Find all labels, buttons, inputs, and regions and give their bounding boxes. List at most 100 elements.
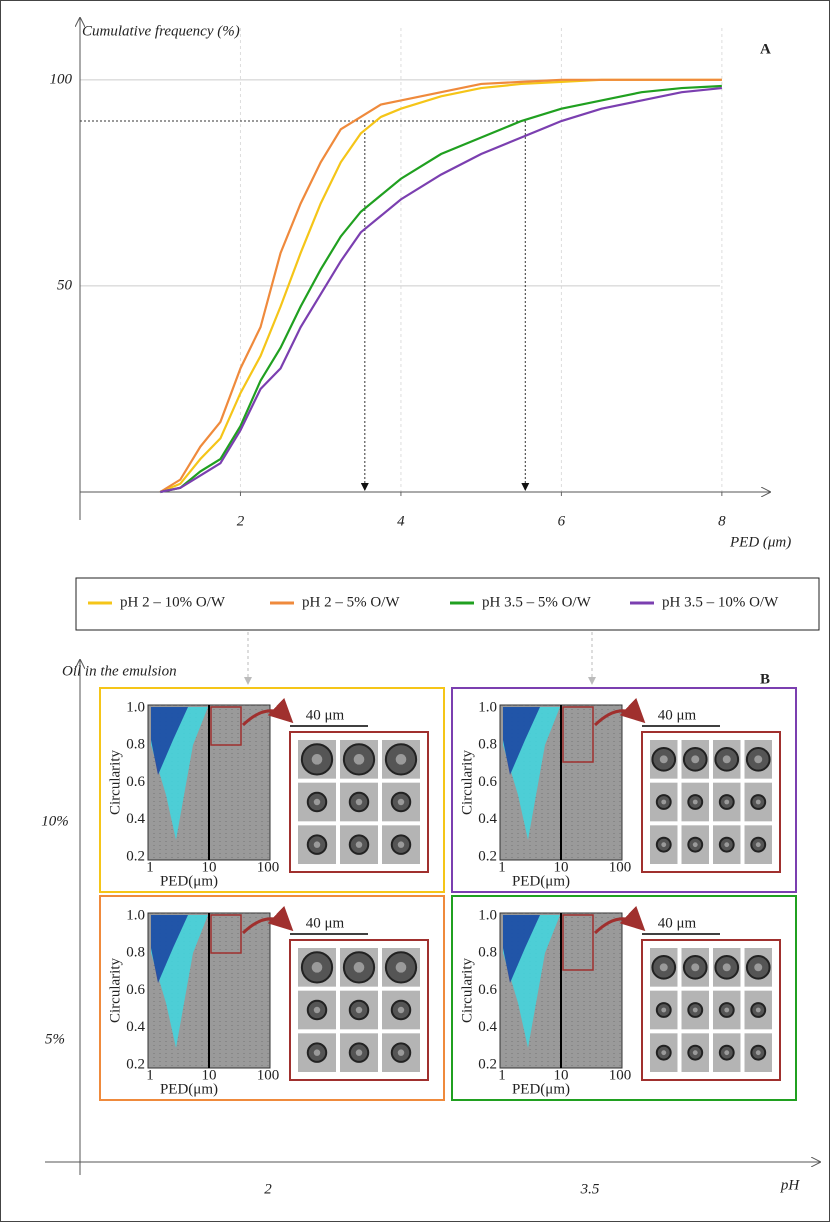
inset-x-tick-label: 1 bbox=[498, 1067, 506, 1083]
inset-scatter bbox=[151, 915, 188, 983]
inset-y-tick-label: 0.2 bbox=[478, 1056, 497, 1072]
row-label: 5% bbox=[45, 1031, 65, 1047]
column-label: 3.5 bbox=[580, 1181, 600, 1197]
legend-label: pH 2 – 5% O/W bbox=[302, 594, 400, 610]
droplet-core bbox=[722, 963, 731, 972]
droplet-core bbox=[692, 799, 698, 805]
droplet-core bbox=[353, 962, 365, 973]
inset-x-title: PED(μm) bbox=[512, 873, 570, 889]
x-tick-label: 2 bbox=[237, 513, 245, 529]
series-line bbox=[160, 86, 722, 494]
inset-y-tick-label: 0.2 bbox=[126, 848, 145, 864]
inset-x-tick-label: 10 bbox=[202, 859, 217, 875]
x-axis-title: PED (μm) bbox=[729, 534, 791, 550]
inset-x-tick-label: 10 bbox=[202, 1067, 217, 1083]
legend-label: pH 3.5 – 5% O/W bbox=[482, 594, 592, 610]
y-tick-label: 100 bbox=[50, 71, 73, 87]
inset-y-tick-label: 0.4 bbox=[126, 1019, 145, 1035]
inset-y-tick-label: 0.2 bbox=[126, 1056, 145, 1072]
inset-y-tick-label: 1.0 bbox=[478, 699, 497, 715]
inset-x-tick-label: 10 bbox=[554, 859, 569, 875]
inset-y-title: Circularity bbox=[107, 958, 123, 1023]
callout-arrow bbox=[593, 697, 646, 727]
inset-y-tick-label: 0.4 bbox=[126, 811, 145, 827]
panel-label: A bbox=[760, 41, 771, 57]
inset-highlight bbox=[562, 914, 594, 971]
inset-y-tick-label: 0.4 bbox=[478, 1019, 497, 1035]
inset-y-title: Circularity bbox=[459, 958, 475, 1023]
inset-x-tick-label: 10 bbox=[554, 1067, 569, 1083]
inset-y-title: Circularity bbox=[107, 750, 123, 815]
droplet-core bbox=[724, 799, 730, 805]
droplet-core bbox=[395, 754, 407, 765]
droplet-core bbox=[397, 1049, 405, 1056]
droplet-core bbox=[755, 1007, 761, 1013]
droplet-core bbox=[692, 1007, 698, 1013]
y-tick-label: 50 bbox=[57, 277, 73, 293]
panel: 1.0 0.8 0.6 0.4 0.21 10 100 Circularity PED(μm) 4… bbox=[99, 687, 445, 893]
x-tick-label: 4 bbox=[397, 513, 405, 529]
b-y-axis-title: Oil in the emulsion bbox=[62, 663, 177, 679]
callout-arrow bbox=[241, 697, 294, 727]
inset-x-tick-label: 1 bbox=[146, 859, 154, 875]
inset-x-tick-label: 100 bbox=[257, 1067, 280, 1083]
legend-label: pH 2 – 10% O/W bbox=[120, 594, 226, 610]
inset-y-tick-label: 0.6 bbox=[126, 982, 145, 998]
droplet-core bbox=[397, 1006, 405, 1014]
droplet-core bbox=[355, 841, 363, 848]
droplet-core bbox=[661, 842, 667, 848]
droplet-core bbox=[692, 842, 698, 848]
panel: 1.0 0.8 0.6 0.4 0.21 10 100 Circularity PED(μm) 4… bbox=[451, 895, 797, 1101]
column-label: 2 bbox=[264, 1181, 272, 1197]
droplet-core bbox=[313, 798, 321, 806]
inset-x-tick-label: 1 bbox=[498, 859, 506, 875]
droplet-core bbox=[755, 1050, 761, 1056]
inset-x-tick-label: 100 bbox=[257, 859, 280, 875]
inset-y-tick-label: 0.8 bbox=[126, 737, 145, 753]
inset-x-title: PED(μm) bbox=[160, 873, 218, 889]
droplet-core bbox=[724, 842, 730, 848]
inset-x-tick-label: 1 bbox=[146, 1067, 154, 1083]
droplet-core bbox=[692, 1050, 698, 1056]
scale-bar-label: 40 μm bbox=[306, 707, 345, 723]
inset-x-tick-label: 100 bbox=[609, 1067, 632, 1083]
scale-bar-label: 40 μm bbox=[658, 707, 697, 723]
inset-y-tick-label: 1.0 bbox=[126, 907, 145, 923]
inset-y-tick-label: 0.6 bbox=[478, 774, 497, 790]
droplet-core bbox=[355, 1049, 363, 1056]
scale-bar-label: 40 μm bbox=[306, 915, 345, 931]
inset-scatter bbox=[503, 915, 540, 983]
panel: 1.0 0.8 0.6 0.4 0.21 10 100 Circularity PED(μm) 4… bbox=[451, 687, 797, 893]
panel-label: B bbox=[760, 671, 770, 687]
callout-arrow bbox=[593, 905, 646, 935]
droplet-core bbox=[755, 842, 761, 848]
droplet-core bbox=[754, 755, 763, 764]
inset-scatter bbox=[151, 707, 188, 775]
inset-y-tick-label: 0.8 bbox=[126, 945, 145, 961]
droplet-core bbox=[691, 755, 700, 764]
inset-x-title: PED(μm) bbox=[160, 1081, 218, 1097]
droplet-core bbox=[397, 798, 405, 806]
series-line bbox=[160, 84, 722, 494]
inset-y-tick-label: 0.8 bbox=[478, 737, 497, 753]
inset-y-tick-label: 0.4 bbox=[478, 811, 497, 827]
inset-x-tick-label: 100 bbox=[609, 859, 632, 875]
droplet-core bbox=[313, 841, 321, 848]
row-label: 10% bbox=[41, 813, 69, 829]
scale-bar-label: 40 μm bbox=[658, 915, 697, 931]
droplet-core bbox=[724, 1007, 730, 1013]
droplet-core bbox=[755, 799, 761, 805]
legend-box bbox=[75, 577, 820, 631]
droplet-core bbox=[659, 755, 668, 764]
droplet-core bbox=[661, 1050, 667, 1056]
droplet-core bbox=[659, 963, 668, 972]
x-tick-label: 6 bbox=[558, 513, 566, 529]
droplet-core bbox=[754, 963, 763, 972]
inset-y-tick-label: 0.2 bbox=[478, 848, 497, 864]
droplet-core bbox=[311, 754, 323, 765]
panel: 1.0 0.8 0.6 0.4 0.21 10 100 Circularity PED(μm) 4… bbox=[99, 895, 445, 1101]
legend-label: pH 3.5 – 10% O/W bbox=[662, 594, 779, 610]
droplet-core bbox=[661, 1007, 667, 1013]
inset-highlight bbox=[562, 706, 594, 763]
